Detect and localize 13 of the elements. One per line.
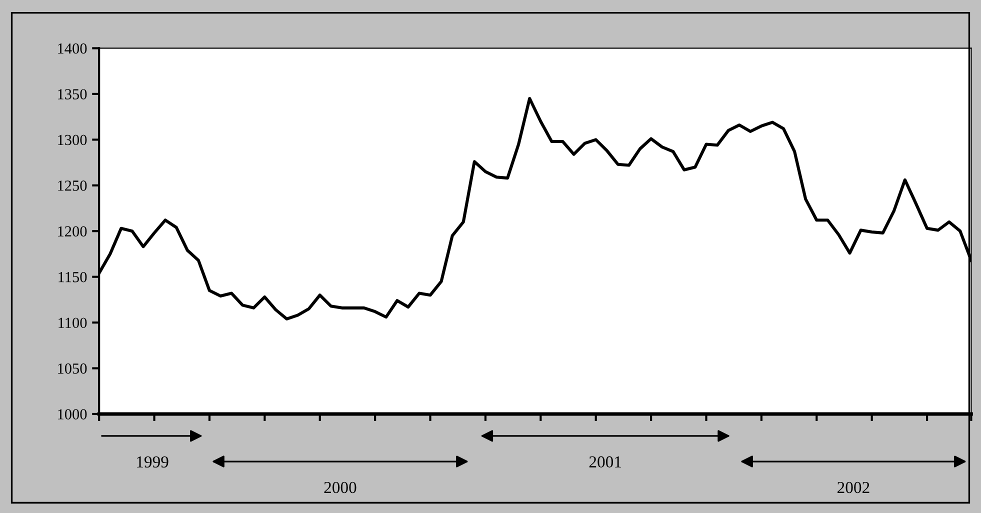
y-tick-label: 1050	[58, 363, 87, 374]
text: 2001	[589, 456, 622, 468]
y-tick-label: 1350	[58, 89, 87, 100]
y-tick-label: 1150	[58, 272, 87, 282]
y-tick-label: 1000	[58, 409, 87, 420]
y-tick-label: 1300	[58, 134, 87, 146]
y-tick-label: 1400	[58, 43, 87, 54]
text: 1999	[137, 456, 168, 468]
y-tick-label: 1250	[58, 180, 87, 191]
y-tick-label: 1100	[58, 318, 87, 328]
text: 2000	[324, 482, 356, 494]
y-tick-label: 1200	[58, 226, 87, 237]
text: 2002	[838, 482, 870, 494]
